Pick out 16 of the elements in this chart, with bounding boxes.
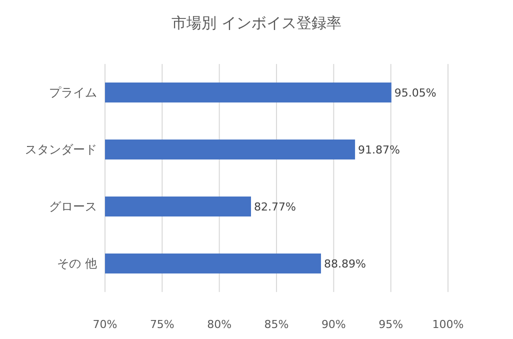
x-tick-label: 95% <box>378 318 404 331</box>
data-label: 82.77% <box>254 200 296 214</box>
data-label: 88.89% <box>324 258 366 270</box>
data-label: 95.05% <box>394 86 436 100</box>
y-tick-label: プライム <box>49 86 97 100</box>
x-tick-label: 85% <box>264 318 289 331</box>
x-tick-label: 80% <box>207 318 232 331</box>
x-tick-label: 75% <box>150 318 174 331</box>
x-tick-label: 90% <box>321 318 346 331</box>
x-tick-label: 70% <box>92 318 118 331</box>
chart-title: 市場別 インボイス登録率 <box>172 14 342 32</box>
x-tick-label: 100% <box>432 318 464 331</box>
y-tick-label: スタンダード <box>25 142 97 156</box>
data-label: 91.87% <box>358 144 400 156</box>
y-tick-label: その 他 <box>57 256 97 270</box>
y-tick-label: グロース <box>49 200 97 214</box>
